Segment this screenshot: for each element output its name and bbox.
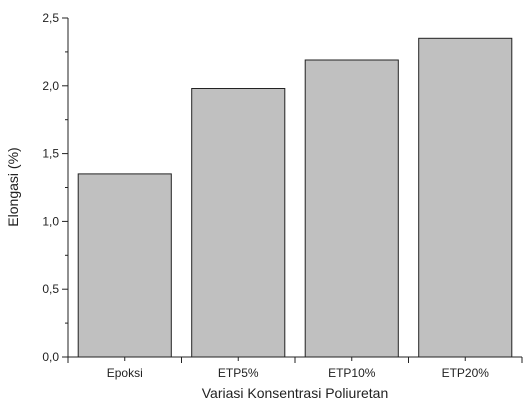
x-axis-ticks: Epoksi ETP5% ETP10% ETP20% [67,357,523,380]
y-axis-ticks: 0,0 0,5 1,0 1,5 2,0 2,5 [42,11,68,364]
x-tick-label-1: ETP5% [218,366,259,380]
bar-1 [191,88,286,358]
y-tick-label-2: 1,0 [42,214,59,228]
bar-0 [77,173,172,358]
y-axis-title: Elongasi (%) [5,147,21,226]
x-tick-label-0: Epoksi [107,366,143,380]
x-tick-label-2: ETP10% [328,366,376,380]
y-tick-label-4: 2,0 [42,79,59,93]
bar-2 [304,59,399,358]
bar-3 [418,37,513,358]
y-tick-label-3: 1,5 [42,147,59,161]
y-tick-label-1: 0,5 [42,282,59,296]
x-axis-title: Variasi Konsentrasi Poliuretan [202,385,389,401]
y-tick-label-0: 0,0 [42,350,59,364]
bars-group [77,37,513,358]
y-tick-label-5: 2,5 [42,11,59,25]
x-tick-label-3: ETP20% [442,366,490,380]
